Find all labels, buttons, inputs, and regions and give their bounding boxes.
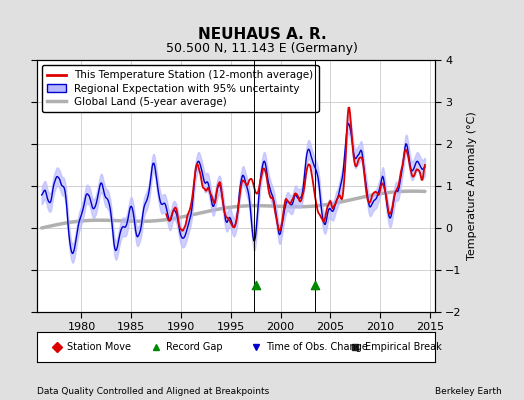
Text: Berkeley Earth: Berkeley Earth [435, 387, 501, 396]
Text: Empirical Break: Empirical Break [365, 342, 442, 352]
Legend: This Temperature Station (12-month average), Regional Expectation with 95% uncer: This Temperature Station (12-month avera… [42, 65, 319, 112]
Point [252, 282, 260, 288]
Text: NEUHAUS A. R.: NEUHAUS A. R. [198, 27, 326, 42]
Text: Record Gap: Record Gap [166, 342, 223, 352]
Point [311, 282, 320, 288]
Text: Station Move: Station Move [67, 342, 130, 352]
Text: Time of Obs. Change: Time of Obs. Change [266, 342, 367, 352]
Y-axis label: Temperature Anomaly (°C): Temperature Anomaly (°C) [467, 112, 477, 260]
Text: Data Quality Controlled and Aligned at Breakpoints: Data Quality Controlled and Aligned at B… [37, 387, 269, 396]
Text: 50.500 N, 11.143 E (Germany): 50.500 N, 11.143 E (Germany) [166, 42, 358, 55]
